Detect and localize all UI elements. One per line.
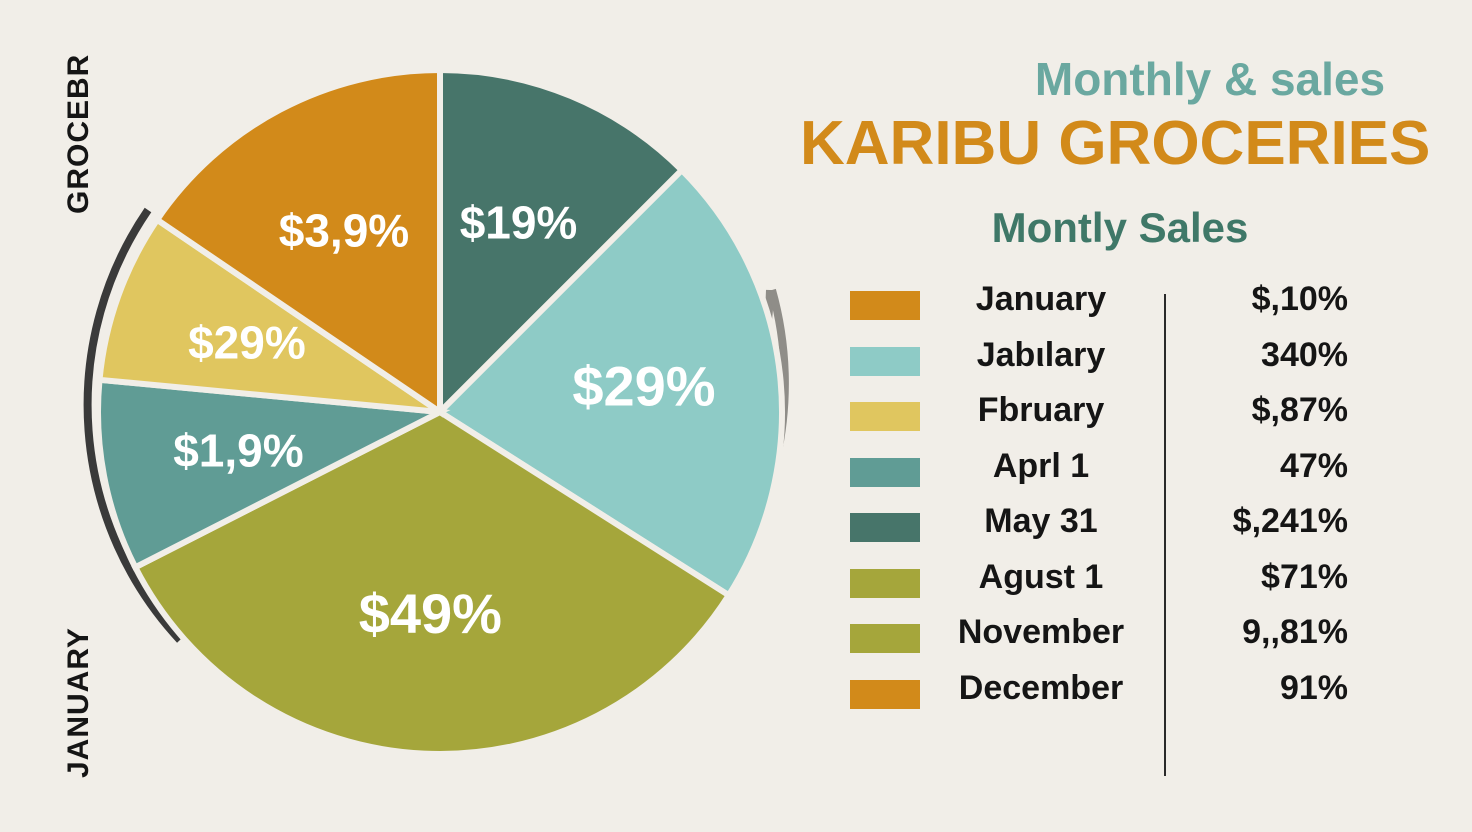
legend-label: Jabιlary — [976, 335, 1106, 374]
legend-row: Jabιlary 340% — [850, 332, 1370, 388]
legend-swatch — [850, 346, 920, 376]
legend: January $,10% Jabιlary 340% Fbruary $,87% Aprl… — [850, 276, 1370, 720]
legend-swatch — [850, 624, 920, 653]
pie-slice-label-0: $19% — [460, 196, 578, 248]
legend-value: 340% — [1261, 335, 1348, 374]
legend-swatch — [850, 568, 920, 598]
pie-slice-4 — [96, 215, 442, 415]
legend-value: $,10% — [1251, 280, 1348, 318]
legend-swatch — [850, 679, 920, 709]
title-brand: KARIBU GROCERIES — [800, 109, 1431, 178]
legend-value: 9,,81% — [1242, 613, 1348, 651]
title-monthly-sales: Monthly & sales — [1034, 53, 1386, 105]
legend-value: $,87% — [1251, 391, 1348, 429]
legend-row: November 9,,81% — [850, 609, 1370, 665]
legend-swatch — [850, 513, 920, 542]
legend-divider — [1164, 294, 1166, 776]
pie-slice-label-1: $29% — [572, 354, 715, 417]
pie-shadow-left — [83, 207, 183, 643]
legend-swatch — [850, 457, 920, 487]
legend-row: Fbruary $,87% — [850, 387, 1370, 443]
pie-slice-2 — [131, 408, 733, 757]
legend-row: Aprl 1 47% — [850, 443, 1370, 499]
pie-slice-label-2: $49% — [359, 582, 502, 645]
pie-slice-label-4: $29% — [188, 316, 306, 368]
pie-slice-5 — [152, 66, 443, 418]
pie-slice-3 — [95, 376, 451, 572]
legend-swatch — [850, 291, 920, 320]
side-label-top: GROCEBR — [62, 53, 95, 214]
legend-label: December — [958, 668, 1124, 707]
legend-row: December 91% — [850, 665, 1370, 721]
pie-slice-1 — [435, 165, 785, 600]
legend-label: Aprl 1 — [992, 446, 1090, 485]
legend-value: $,241% — [1232, 502, 1348, 540]
legend-value: $71% — [1261, 557, 1348, 596]
side-label-bottom: JANUARY — [62, 627, 95, 778]
pie-slices — [95, 66, 785, 757]
legend-label: January — [975, 280, 1107, 318]
legend-label: May 31 — [984, 502, 1098, 540]
pie-slice-0 — [437, 66, 687, 420]
legend-row: January $,10% — [850, 276, 1370, 332]
legend-row: May 31 $,241% — [850, 498, 1370, 554]
legend-swatch — [850, 402, 920, 431]
legend-label: Fbruary — [977, 391, 1105, 429]
legend-label: November — [957, 613, 1125, 651]
pie-slice-label-3: $1,9% — [173, 424, 303, 476]
legend-value: 91% — [1279, 668, 1348, 707]
pie-slice-labels: $19% $29% $49% $1,9% $29% $3,9% — [173, 196, 715, 645]
legend-row: Agust 1 $71% — [850, 554, 1370, 610]
pie-slice-label-5: $3,9% — [279, 205, 409, 257]
legend-value: 47% — [1279, 446, 1348, 485]
legend-label: Agust 1 — [978, 557, 1104, 596]
title-montly-sales: Montly Sales — [991, 204, 1249, 251]
